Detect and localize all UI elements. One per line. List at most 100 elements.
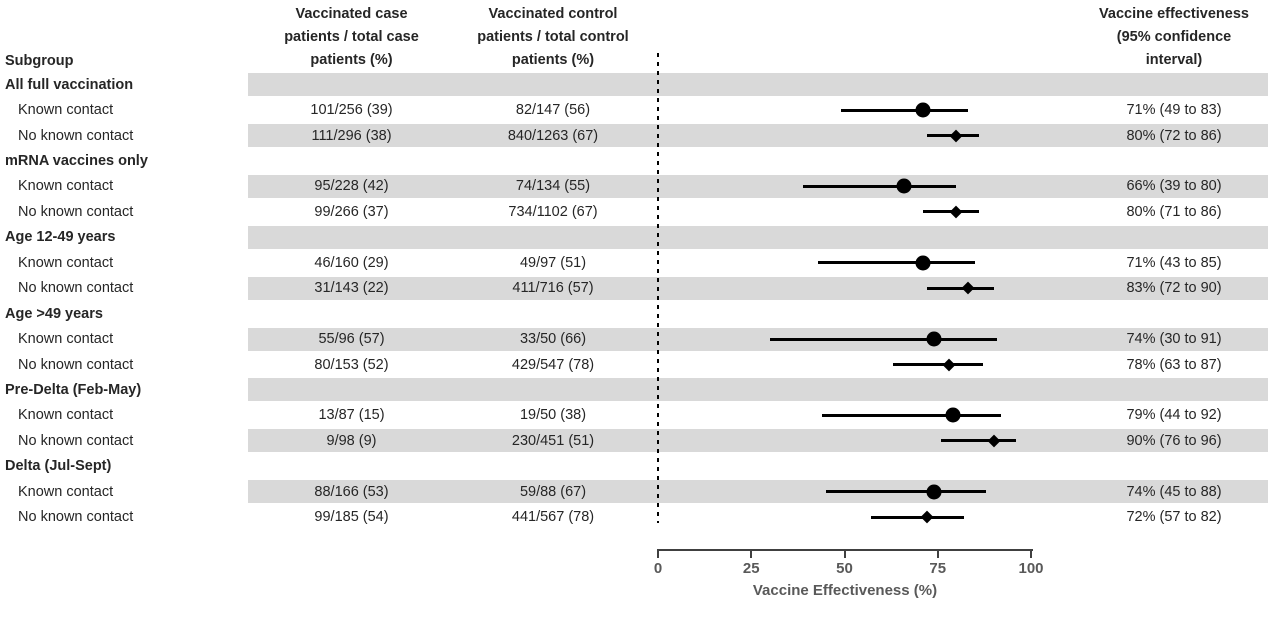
zero-reference-dashed-line	[657, 53, 659, 523]
table-row: Known contact 101/256 (39) 82/147 (56) 71% …	[0, 97, 1280, 122]
case-count-cell: 99/185 (54)	[314, 509, 389, 526]
section-label: Pre-Delta (Feb-May)	[5, 381, 142, 398]
section-header-row: Delta (Jul-Sept)	[0, 454, 1280, 479]
subgroup-label: Known contact	[18, 331, 114, 348]
control-count-cell: 19/50 (38)	[519, 407, 587, 424]
section-label: All full vaccination	[5, 76, 134, 93]
subgroup-label: No known contact	[18, 127, 134, 144]
circle-point-marker	[945, 407, 961, 423]
x-axis-tick	[657, 549, 659, 558]
case-count-cell: 80/153 (52)	[314, 356, 389, 373]
circle-point-marker	[915, 255, 931, 271]
circle-point-marker	[896, 178, 912, 194]
table-row: No known contact 80/153 (52) 429/547 (78) 7…	[0, 352, 1280, 377]
effectiveness-ci-cell: 71% (49 to 83)	[1126, 102, 1222, 119]
section-label: Age 12-49 years	[5, 229, 116, 246]
table-row: Known contact 46/160 (29) 49/97 (51) 71% (4…	[0, 250, 1280, 275]
control-column-header: Vaccinated control patients / total cont…	[453, 3, 653, 72]
x-axis-tick-label: 50	[836, 560, 853, 577]
control-count-cell: 230/451 (51)	[511, 432, 595, 449]
confidence-interval-line	[926, 286, 994, 290]
subgroup-label: No known contact	[18, 203, 134, 220]
control-column-header-line: Vaccinated control	[488, 6, 618, 22]
case-count-cell: 13/87 (15)	[318, 407, 385, 424]
control-column-header-line: patients (%)	[511, 52, 595, 68]
section-label: Age >49 years	[5, 305, 103, 322]
effectiveness-ci-cell: 90% (76 to 96)	[1126, 432, 1222, 449]
confidence-interval-line	[825, 490, 987, 494]
x-axis-tick	[936, 549, 939, 558]
x-axis-tick	[843, 549, 846, 558]
table-row: Known contact 13/87 (15) 19/50 (38) 79% (44…	[0, 403, 1280, 428]
circle-point-marker	[926, 331, 942, 347]
confidence-interval-line	[818, 261, 976, 265]
subgroup-label: Known contact	[18, 102, 114, 119]
forest-table-rows: All full vaccination Known contact 101/256…	[0, 72, 1280, 530]
confidence-interval-line	[870, 515, 964, 519]
section-header-row: mRNA vaccines only	[0, 148, 1280, 173]
x-axis-tick	[1030, 549, 1032, 558]
confidence-interval-line	[892, 363, 983, 367]
control-count-cell: 33/50 (66)	[519, 331, 587, 348]
table-row: No known contact 9/98 (9) 230/451 (51) 90% …	[0, 428, 1280, 454]
table-row: No known contact 99/185 (54) 441/567 (78) 7…	[0, 504, 1280, 529]
confidence-interval-line	[840, 108, 968, 112]
control-count-cell: 840/1263 (67)	[507, 127, 599, 144]
confidence-interval-line	[822, 413, 1002, 417]
control-count-cell: 74/134 (55)	[515, 178, 591, 195]
diamond-point-marker	[950, 205, 963, 219]
case-column-header-line: Vaccinated case	[295, 6, 408, 22]
subgroup-column-header: Subgroup	[5, 53, 74, 69]
effectiveness-ci-cell: 80% (72 to 86)	[1126, 127, 1222, 144]
section-header-row: Age >49 years	[0, 301, 1280, 326]
section-header-row: All full vaccination	[0, 72, 1280, 98]
diamond-point-marker	[950, 129, 963, 142]
case-count-cell: 55/96 (57)	[318, 331, 385, 348]
subgroup-label: No known contact	[18, 356, 134, 373]
table-row: Known contact 55/96 (57) 33/50 (66) 74% (30…	[0, 326, 1280, 352]
effectiveness-ci-cell: 79% (44 to 92)	[1126, 407, 1222, 424]
effectiveness-ci-cell: 74% (45 to 88)	[1126, 483, 1222, 500]
x-axis-title: Vaccine Effectiveness (%)	[752, 582, 938, 599]
effectiveness-ci-cell: 71% (43 to 85)	[1126, 254, 1222, 271]
table-row: No known contact 31/143 (22) 411/716 (57) 8…	[0, 275, 1280, 301]
case-count-cell: 88/166 (53)	[314, 483, 389, 500]
control-count-cell: 411/716 (57)	[512, 280, 594, 297]
effectiveness-column-header-line: Vaccine effectiveness	[1099, 6, 1249, 22]
x-axis-tick-label: 75	[929, 560, 947, 577]
circle-point-marker	[915, 102, 931, 118]
effectiveness-column-header-line: interval)	[1145, 52, 1203, 68]
control-count-cell: 82/147 (56)	[515, 102, 591, 119]
confidence-interval-line	[941, 439, 1017, 443]
x-axis-tick-label: 25	[742, 560, 760, 577]
control-count-cell: 441/567 (78)	[511, 509, 595, 526]
subgroup-label: No known contact	[18, 432, 134, 449]
circle-point-marker	[926, 484, 942, 500]
control-count-cell: 49/97 (51)	[519, 254, 587, 271]
table-row: No known contact 111/296 (38) 840/1263 (67…	[0, 122, 1280, 149]
effectiveness-ci-cell: 80% (71 to 86)	[1126, 203, 1222, 220]
case-count-cell: 31/143 (22)	[314, 280, 389, 297]
confidence-interval-line	[769, 337, 998, 341]
table-row: No known contact 99/266 (37) 734/1102 (67)…	[0, 199, 1280, 224]
section-header-row: Pre-Delta (Feb-May)	[0, 377, 1280, 403]
case-column-header: Vaccinated case patients / total case pa…	[248, 3, 455, 72]
table-row: Known contact 88/166 (53) 59/88 (67) 74% (4…	[0, 479, 1280, 505]
effectiveness-ci-cell: 74% (30 to 91)	[1126, 331, 1222, 348]
confidence-interval-line	[803, 184, 957, 188]
subgroup-label: No known contact	[18, 509, 134, 526]
control-count-cell: 59/88 (67)	[519, 483, 587, 500]
effectiveness-ci-cell: 66% (39 to 80)	[1126, 178, 1222, 195]
subgroup-label: Known contact	[18, 178, 114, 195]
table-row: Known contact 95/228 (42) 74/134 (55) 66% (…	[0, 173, 1280, 200]
x-axis-tick-label: 0	[653, 560, 663, 577]
section-header-row: Age 12-49 years	[0, 224, 1280, 251]
effectiveness-column-header-line: (95% confidence	[1116, 29, 1232, 45]
case-count-cell: 95/228 (42)	[314, 178, 389, 195]
subgroup-label: Known contact	[18, 483, 114, 500]
control-count-cell: 734/1102 (67)	[508, 203, 598, 220]
x-axis-tick	[750, 549, 753, 558]
section-label: Delta (Jul-Sept)	[5, 458, 112, 475]
case-count-cell: 9/98 (9)	[326, 432, 377, 449]
